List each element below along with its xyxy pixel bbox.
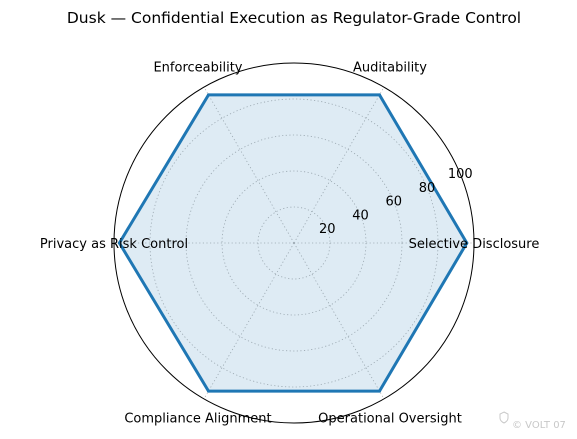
- category-label: Enforceability: [153, 61, 242, 76]
- category-label: Privacy as Risk Control: [40, 237, 188, 252]
- data-point: [378, 389, 381, 393]
- series-area: [119, 94, 467, 392]
- watermark-text: © VOLT 07: [512, 420, 566, 431]
- grid-spoke: [293, 242, 385, 400]
- data-point: [378, 93, 381, 97]
- radial-tick-labels: 20 40 60 80 100: [319, 167, 473, 237]
- shield-icon: [499, 411, 509, 424]
- data-point: [117, 241, 121, 245]
- tick-label: 40: [352, 208, 369, 223]
- data-point: [465, 241, 469, 245]
- tick-label: 80: [419, 181, 436, 196]
- radar-series: [117, 93, 469, 393]
- category-labels: Selective Disclosure Auditability Enforcea…: [40, 61, 539, 427]
- watermark: © VOLT 07: [499, 411, 566, 431]
- grid-spoke: [293, 86, 385, 244]
- grid-spoke: [203, 242, 295, 400]
- grid-spoke: [203, 86, 295, 244]
- category-label: Selective Disclosure: [409, 237, 540, 252]
- chart-title: Dusk — Confidential Execution as Regulat…: [67, 9, 521, 27]
- tick-label: 60: [386, 195, 403, 210]
- data-point: [207, 93, 210, 97]
- outer-frame: [113, 62, 475, 424]
- category-label: Operational Oversight: [318, 411, 462, 426]
- tick-label: 100: [448, 167, 473, 182]
- radar-grid: [113, 62, 475, 424]
- data-point: [207, 389, 210, 393]
- category-label: Compliance Alignment: [124, 411, 271, 426]
- category-label: Auditability: [353, 61, 427, 76]
- tick-label: 20: [319, 222, 336, 237]
